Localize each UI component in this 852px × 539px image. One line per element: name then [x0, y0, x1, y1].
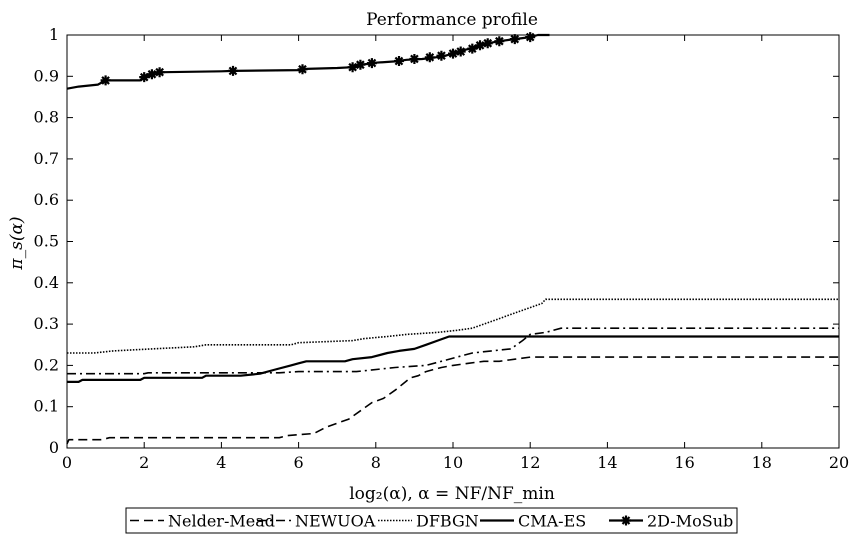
y-tick-label: 0.5 [34, 232, 59, 251]
y-tick-label: 0.9 [34, 66, 59, 85]
legend-label-newuoa: NEWUOA [295, 512, 376, 531]
series-line-newuoa [67, 327, 839, 375]
series-marker-2d-mosub-core [299, 66, 306, 73]
legend: Nelder-Mead NEWUOA DFBGN CMA-ES 2D-MoSub [125, 507, 738, 534]
chart-title: Performance profile [366, 10, 538, 30]
y-tick-label: 0 [49, 438, 59, 457]
series-marker-2d-mosub-core [349, 64, 356, 70]
plot-area: 0 2 4 6 8 10 12 14 16 18 20 0 0.1 0.2 0.3 0.4 0.5 0.6 0.7 0… [34, 25, 850, 472]
legend-label-nelder-mead: Nelder-Mead [168, 512, 275, 531]
x-tick-label: 16 [674, 453, 694, 472]
x-tick-label: 12 [520, 453, 540, 472]
series-line-dfbgn [67, 298, 839, 354]
y-tick-label: 0.6 [34, 190, 59, 209]
y-tick-label: 0.8 [34, 108, 59, 127]
legend-label-dfbgn: DFBGN [416, 512, 479, 531]
x-tick-label: 4 [216, 453, 226, 472]
series-marker-2d-mosub-core [427, 54, 433, 61]
series-marker-2d-mosub-core [477, 42, 483, 49]
plot-frame [66, 34, 840, 449]
series-marker-2d-mosub-core [141, 74, 147, 80]
series-marker-2d-mosub-core [396, 58, 402, 64]
series-marker-2d-mosub-core [450, 50, 456, 57]
series-line-nelder-mead [66, 356, 839, 445]
y-axis-label: π_s(α) [7, 216, 27, 270]
legend-label-cma-es: CMA-ES [518, 512, 586, 531]
x-tick-label: 10 [443, 453, 463, 472]
x-axis-label: log₂(α), α = NF/NF_min [349, 484, 555, 504]
series-marker-2d-mosub-core [527, 34, 533, 40]
series-marker-2d-mosub-core [484, 40, 491, 47]
legend-marker-2d-mosub-core [623, 517, 629, 524]
series-marker-2d-mosub-core [438, 52, 445, 59]
series-marker-2d-mosub-core [149, 71, 155, 77]
series-line-cma-es [67, 335, 839, 383]
x-tick-label: 8 [371, 453, 381, 472]
y-tick-label: 0.3 [34, 314, 59, 333]
series-marker-2d-mosub-core [357, 61, 364, 68]
series-marker-2d-mosub-core [230, 68, 236, 74]
legend-label-2d-mosub: 2D-MoSub [647, 512, 733, 531]
series-marker-2d-mosub-core [369, 60, 375, 66]
y-tick-label: 0.1 [34, 397, 59, 416]
x-tick-label: 2 [139, 453, 149, 472]
x-tick-label: 6 [294, 453, 304, 472]
y-tick-label: 0.2 [34, 355, 59, 374]
series-marker-2d-mosub-core [411, 56, 418, 62]
x-tick-label: 0 [62, 453, 72, 472]
series-marker-2d-mosub-core [469, 45, 476, 52]
series-marker-2d-mosub-core [496, 38, 503, 44]
series-marker-2d-mosub-core [156, 69, 163, 75]
series-marker-2d-mosub-core [457, 48, 464, 55]
series-marker-2d-mosub-core [102, 77, 109, 84]
y-tick-label: 0.4 [34, 273, 59, 292]
x-tick-label: 18 [752, 453, 772, 472]
x-tick-label: 14 [597, 453, 617, 472]
y-tick-label: 1 [49, 25, 59, 44]
x-tick-label: 20 [829, 453, 849, 472]
series-marker-2d-mosub-core [512, 36, 518, 42]
y-tick-label: 0.7 [34, 149, 59, 168]
